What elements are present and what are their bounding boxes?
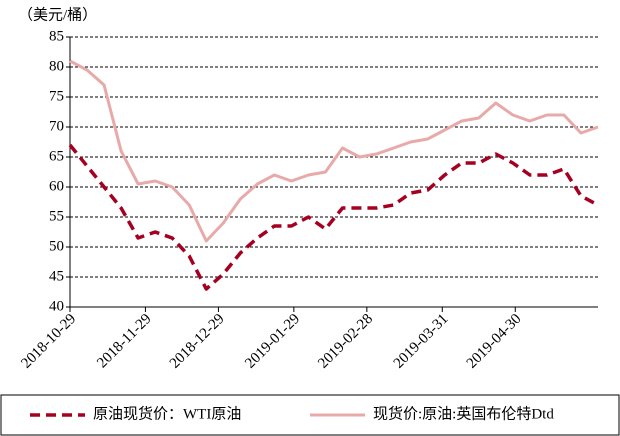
x-tick-label: 2018-10-29 [18, 311, 79, 372]
x-tick-label: 2018-11-29 [94, 311, 154, 371]
y-tick-label: 65 [49, 148, 64, 164]
x-tick-label: 2018-12-29 [167, 311, 228, 372]
y-tick-label: 80 [49, 58, 64, 74]
y-tick-label: 55 [49, 208, 64, 224]
legend-box [0, 394, 620, 436]
y-tick-label: 45 [49, 268, 64, 284]
x-tick-label: 2019-04-30 [464, 311, 525, 372]
legend-label: 原油现货价：WTI原油 [93, 405, 241, 422]
legend-label: 现货价:原油:英国布伦特Dtd [373, 404, 554, 422]
x-tick-label: 2019-02-28 [315, 311, 376, 372]
y-tick-label: 60 [49, 178, 64, 194]
y-tick-label: 40 [49, 298, 64, 314]
series-line [68, 143, 599, 291]
y-tick-label: 70 [49, 118, 64, 134]
y-tick-label: 75 [49, 88, 64, 104]
y-tick-label: 85 [49, 28, 64, 44]
series-line [69, 59, 599, 243]
y-axis-label: （美元/桶） [18, 6, 97, 23]
y-tick-label: 50 [49, 238, 64, 254]
x-tick-label: 2019-03-31 [391, 311, 452, 372]
x-tick-label: 2019-01-29 [242, 311, 303, 372]
